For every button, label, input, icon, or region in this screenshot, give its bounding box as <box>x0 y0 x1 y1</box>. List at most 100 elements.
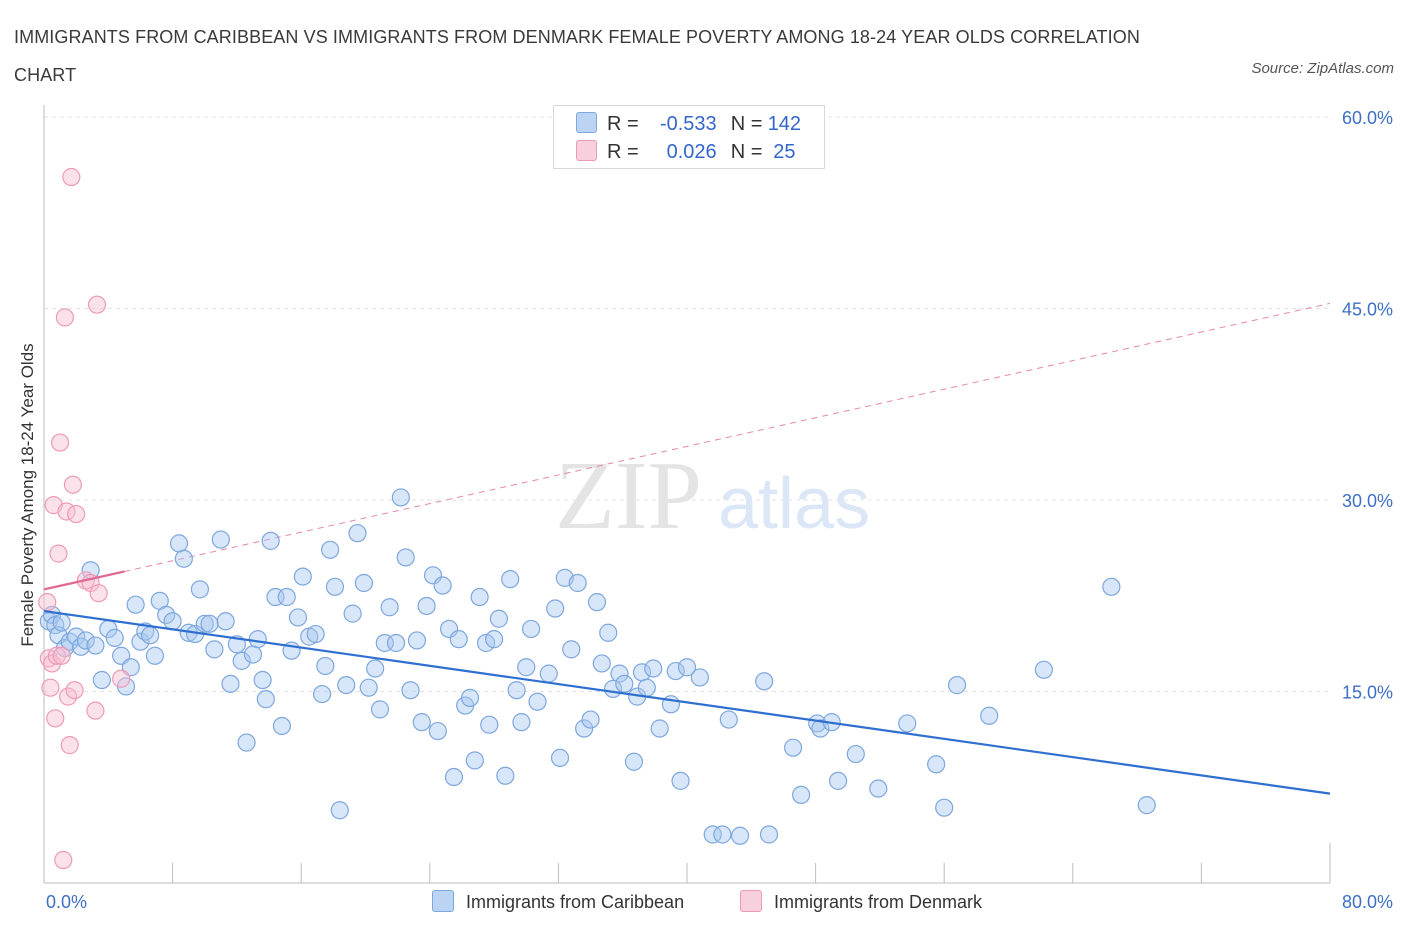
caribbean-point-75 <box>428 721 447 741</box>
caribbean-point-36 <box>221 674 240 693</box>
denmark-points <box>38 167 131 870</box>
caribbean-point-35 <box>216 612 235 631</box>
caribbean-point-56 <box>325 577 345 596</box>
denmark-point-15 <box>62 167 81 187</box>
legend-label-caribbean: Immigrants from Caribbean <box>466 892 685 912</box>
caribbean-point-38 <box>232 651 251 670</box>
caribbean-point-95 <box>539 664 558 683</box>
denmark-point-23 <box>89 584 108 603</box>
caribbean-point-61 <box>354 573 373 593</box>
denmark-point-14 <box>60 736 79 755</box>
caribbean-point-42 <box>253 670 272 690</box>
legend-n-value-denmark: 25 <box>773 141 796 163</box>
caribbean-point-94 <box>528 692 547 711</box>
denmark-point-7 <box>49 544 68 563</box>
caribbean-point-43 <box>256 690 275 709</box>
legend-r-label: R = <box>607 141 639 163</box>
caribbean-point-119 <box>690 668 709 687</box>
denmark-point-24 <box>112 669 131 688</box>
caribbean-point-30 <box>190 580 210 599</box>
caribbean-point-91 <box>512 713 531 732</box>
caribbean-point-88 <box>496 766 515 785</box>
watermark: ZIP atlas <box>555 442 870 550</box>
caribbean-point-19 <box>131 632 150 651</box>
caribbean-point-78 <box>444 767 464 787</box>
caribbean-point-116 <box>666 661 685 681</box>
legend-r-label: R = <box>607 113 639 135</box>
caribbean-point-126 <box>783 738 803 757</box>
legend-n-label: N = <box>730 113 763 135</box>
denmark-point-16 <box>63 475 83 494</box>
caribbean-point-83 <box>470 587 489 607</box>
y-tick-label-1: 30.0% <box>1342 491 1393 511</box>
caribbean-point-4 <box>52 613 71 632</box>
denmark-point-9 <box>52 646 71 665</box>
caribbean-point-70 <box>401 681 420 700</box>
legend-swatch-caribbean <box>432 890 454 912</box>
caribbean-point-86 <box>485 630 504 649</box>
legend-label-denmark: Immigrants from Denmark <box>774 892 983 912</box>
caribbean-point-125 <box>759 825 779 844</box>
caribbean-point-47 <box>277 587 296 607</box>
x-tick-label-0: 0.0% <box>46 892 87 912</box>
legend-r-value-caribbean: -0.533 <box>659 113 717 135</box>
caribbean-point-122 <box>719 710 738 729</box>
caribbean-point-11 <box>86 636 105 655</box>
caribbean-point-21 <box>140 626 160 645</box>
caribbean-point-9 <box>76 631 95 650</box>
legend-n-label: N = <box>730 141 763 163</box>
caribbean-point-102 <box>581 710 600 729</box>
axis-layer <box>43 105 1331 884</box>
caribbean-point-49 <box>288 608 308 627</box>
caribbean-point-46 <box>272 716 292 736</box>
caribbean-point-34 <box>211 530 230 549</box>
denmark-point-0 <box>38 593 57 612</box>
caribbean-point-123 <box>730 826 750 845</box>
caribbean-point-69 <box>396 548 415 567</box>
caribbean-point-12 <box>92 670 111 690</box>
caribbean-point-72 <box>412 713 431 732</box>
caribbean-point-107 <box>610 664 629 683</box>
legend-r-value-denmark: 0.026 <box>666 141 717 163</box>
y-tick-label-3: 60.0% <box>1342 108 1393 128</box>
caribbean-point-114 <box>650 719 669 738</box>
caribbean-points <box>39 488 1156 845</box>
caribbean-point-113 <box>644 659 663 678</box>
caribbean-point-31 <box>195 614 214 633</box>
caribbean-point-57 <box>330 801 349 820</box>
caribbean-point-63 <box>366 659 385 678</box>
caribbean-point-131 <box>829 771 848 790</box>
caribbean-point-105 <box>599 623 618 642</box>
caribbean-point-44 <box>261 531 280 550</box>
caribbean-point-25 <box>163 612 182 631</box>
caribbean-point-79 <box>449 630 468 649</box>
caribbean-point-133 <box>869 779 888 798</box>
denmark-trend <box>124 302 1331 572</box>
caribbean-point-64 <box>370 700 390 719</box>
watermark-zip: ZIP <box>555 442 702 550</box>
caribbean-point-87 <box>489 609 509 628</box>
caribbean-point-60 <box>348 524 367 543</box>
denmark-trend-extension <box>124 302 1331 572</box>
caribbean-point-139 <box>1034 660 1053 679</box>
denmark-point-22 <box>87 295 107 314</box>
caribbean-point-82 <box>465 751 484 770</box>
denmark-point-21 <box>86 701 105 720</box>
caribbean-point-40 <box>243 645 263 664</box>
caribbean-point-108 <box>615 674 634 693</box>
caribbean-trend <box>43 570 1331 795</box>
caribbean-point-27 <box>174 549 193 568</box>
watermark-atlas: atlas <box>718 464 870 544</box>
caribbean-point-101 <box>575 719 594 738</box>
caribbean-point-141 <box>1137 796 1156 815</box>
denmark-point-8 <box>50 433 70 452</box>
legend-swatch-caribbean <box>576 112 597 133</box>
caribbean-point-109 <box>624 752 644 771</box>
caribbean-point-81 <box>460 688 480 707</box>
caribbean-point-76 <box>433 576 452 595</box>
caribbean-point-22 <box>145 646 165 665</box>
legend-item-caribbean: Immigrants from Caribbean <box>432 888 684 916</box>
caribbean-point-136 <box>935 798 954 817</box>
caribbean-point-7 <box>67 627 86 646</box>
